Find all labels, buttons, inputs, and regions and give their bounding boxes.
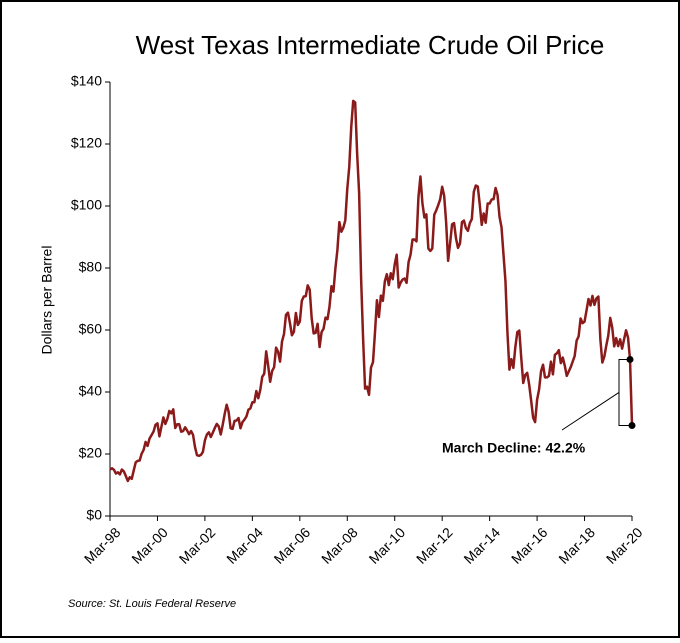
y-tick-label: $60 (79, 321, 103, 337)
chart-title: West Texas Intermediate Crude Oil Price (136, 30, 605, 60)
price-line (109, 99, 634, 483)
leader-line (561, 392, 620, 431)
y-tick-label: $120 (71, 135, 102, 151)
y-tick-label: $80 (79, 259, 103, 275)
point-marker (628, 421, 636, 429)
y-tick-label: $40 (79, 383, 103, 399)
y-tick-label: $140 (71, 73, 102, 89)
y-tick-label: $20 (79, 445, 103, 461)
y-tick-label: $100 (71, 197, 102, 213)
y-axis-label: Dollars per Barrel (39, 246, 55, 355)
annotation: March Decline: 42.2% (442, 440, 586, 456)
y-tick-label: $0 (86, 507, 102, 523)
point-marker (626, 355, 634, 363)
source-note: Source: St. Louis Federal Reserve (68, 598, 236, 610)
